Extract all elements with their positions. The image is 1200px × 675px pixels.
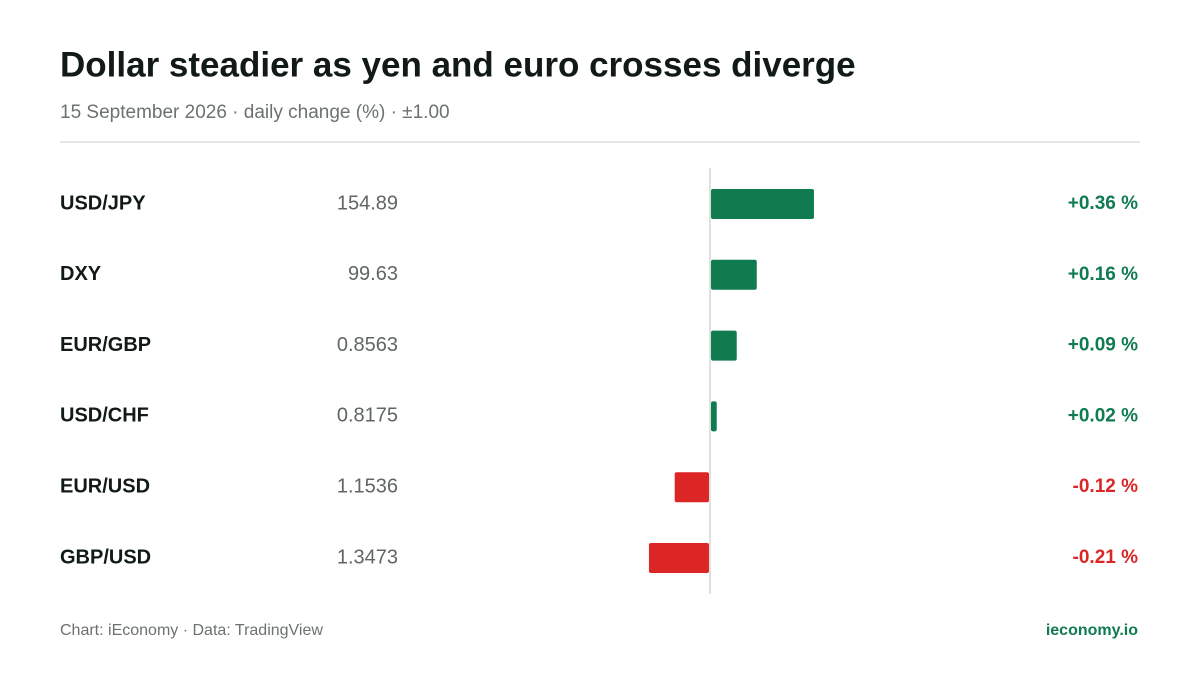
- rate: 154.89: [337, 192, 398, 214]
- pair-label: USD/CHF: [60, 405, 149, 427]
- chart-title: Dollar steadier as yen and euro crosses …: [60, 45, 856, 84]
- pair-label: EUR/GBP: [60, 334, 151, 356]
- bar: [711, 330, 737, 361]
- pair-label: DXY: [60, 263, 102, 285]
- value-label: -0.21 %: [1073, 547, 1139, 568]
- value-label: -0.12 %: [1073, 476, 1139, 497]
- rate: 0.8563: [337, 334, 398, 356]
- rate: 1.3473: [337, 546, 398, 568]
- value-label: +0.02 %: [1068, 405, 1138, 426]
- bar: [711, 259, 757, 290]
- value-label: +0.09 %: [1068, 335, 1138, 356]
- pair-label: USD/JPY: [60, 192, 146, 214]
- pair-label: EUR/USD: [60, 475, 150, 497]
- source: Chart: iEconomy · Data: TradingView: [60, 622, 323, 639]
- value-label: +0.16 %: [1068, 264, 1138, 285]
- bar: [674, 472, 709, 503]
- bar: [711, 401, 717, 432]
- brand: ieconomy.io: [1046, 622, 1138, 639]
- bar: [648, 543, 709, 573]
- bar: [711, 189, 814, 219]
- rate: 0.8175: [337, 405, 398, 427]
- chart-subtitle: 15 September 2026 · daily change (%) · ±…: [60, 102, 450, 123]
- rate: 99.63: [348, 263, 398, 285]
- value-label: +0.36 %: [1068, 193, 1138, 214]
- pair-label: GBP/USD: [60, 546, 151, 568]
- rate: 1.1536: [337, 475, 398, 497]
